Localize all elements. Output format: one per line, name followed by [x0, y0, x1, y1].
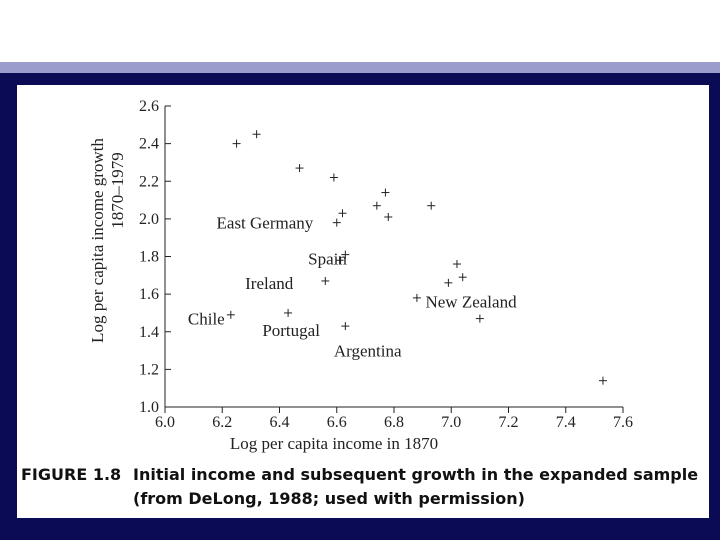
caption-line-1: Initial income and subsequent growth in … — [133, 465, 699, 484]
y-tick-label: 1.0 — [139, 399, 159, 416]
caption-line-2: (from DeLong, 1988; used with permission… — [133, 489, 525, 508]
figure-label: FIGURE 1.8 — [21, 465, 122, 484]
point-annotation: Ireland — [245, 274, 294, 293]
point-annotation: New Zealand — [425, 293, 517, 312]
data-point — [341, 250, 350, 259]
data-point — [444, 278, 453, 287]
x-tick-label: 6.8 — [384, 414, 404, 431]
x-tick-label: 7.6 — [613, 414, 633, 431]
y-tick-label: 1.8 — [139, 249, 159, 266]
x-tick-label: 6.6 — [327, 414, 347, 431]
y-tick-label: 1.6 — [139, 286, 159, 303]
data-point — [329, 173, 338, 182]
point-annotation: Portugal — [262, 321, 320, 340]
point-annotation: Argentina — [334, 342, 402, 361]
y-axis-title-period: 1870–1979 — [108, 152, 127, 229]
data-point — [427, 201, 436, 210]
data-point — [372, 201, 381, 210]
y-tick-label: 1.2 — [139, 361, 159, 378]
x-axis-title: Log per capita income in 1870 — [230, 434, 438, 453]
scatter-chart: 6.0 6.2 6.4 6.6 6.8 7.0 7.2 7.4 7.6 1.0 1.2 1.4 1.6 1… — [88, 98, 633, 453]
data-point — [226, 310, 235, 319]
y-tick-label: 1.4 — [139, 324, 159, 341]
data-point — [452, 260, 461, 269]
y-tick-label: 2.2 — [139, 173, 159, 190]
x-tick-label: 6.2 — [212, 414, 232, 431]
point-annotation: Chile — [188, 310, 225, 329]
y-tick-label: 2.0 — [139, 211, 159, 228]
data-point — [252, 130, 261, 139]
x-tick-label: 6.4 — [270, 414, 290, 431]
data-point — [341, 322, 350, 331]
y-axis-title: Log per capita income growth — [88, 138, 107, 343]
data-point — [321, 276, 330, 285]
x-tick-label: 7.4 — [556, 414, 576, 431]
data-point — [458, 273, 467, 282]
x-tick-label: 6.0 — [155, 414, 175, 431]
data-point — [598, 376, 607, 385]
data-point — [475, 314, 484, 323]
data-point — [338, 209, 347, 218]
y-tick-label: 2.4 — [139, 136, 159, 153]
point-annotation: Spain — [308, 249, 347, 268]
figure-panel: 6.0 6.2 6.4 6.6 6.8 7.0 7.2 7.4 7.6 1.0 1.2 1.4 1.6 1… — [17, 85, 709, 518]
data-point — [384, 212, 393, 221]
top-stripe — [0, 62, 720, 73]
data-point — [332, 218, 341, 227]
data-point — [335, 256, 344, 265]
data-point — [295, 164, 304, 173]
data-point — [232, 139, 241, 148]
x-tick-label: 7.0 — [441, 414, 461, 431]
y-tick-label: 2.6 — [139, 98, 159, 115]
data-point — [284, 308, 293, 317]
data-point — [381, 188, 390, 197]
data-point — [412, 293, 421, 302]
point-annotation: East Germany — [217, 214, 314, 233]
x-tick-label: 7.2 — [499, 414, 519, 431]
